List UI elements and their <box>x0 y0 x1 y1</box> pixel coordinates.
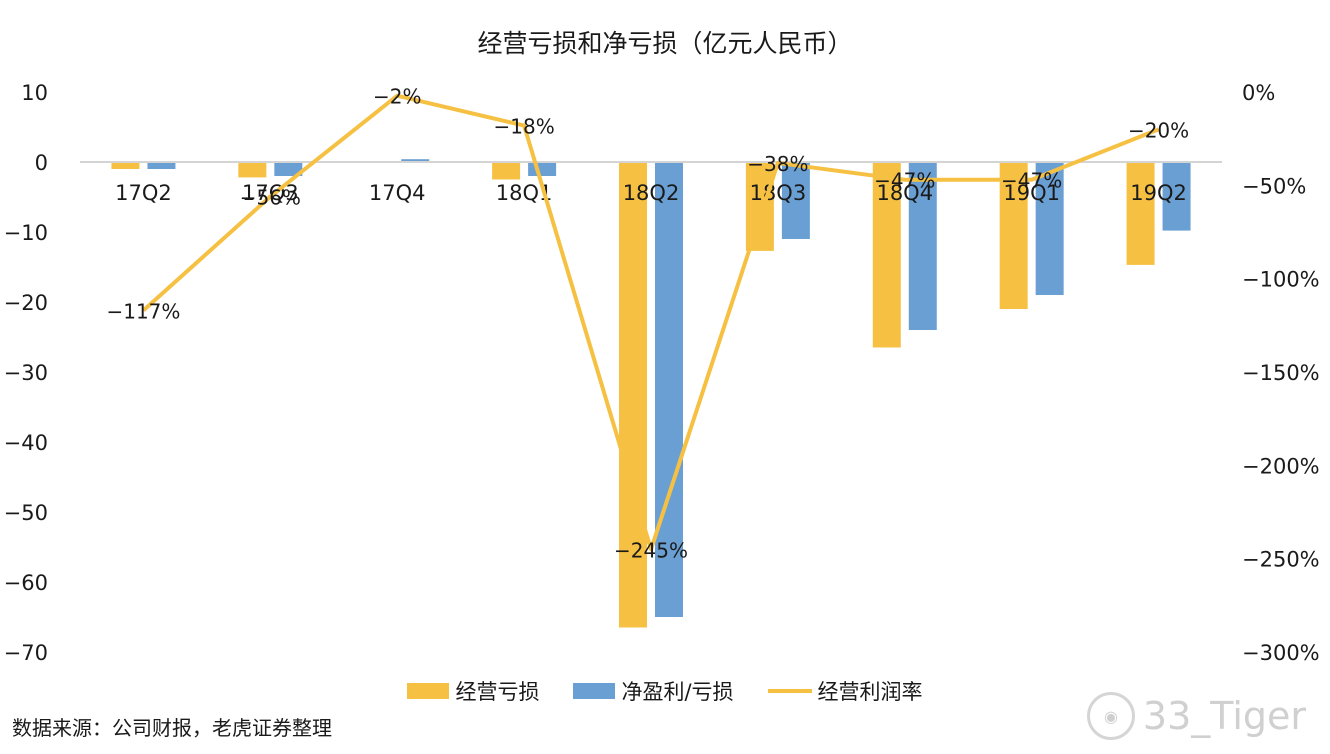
margin-data-labels: −117% −56% −2% −18% −245% −38% −47% −47% −20% <box>106 85 1189 563</box>
left-tick-label: −10 <box>4 221 48 245</box>
left-tick-label: −70 <box>4 641 48 665</box>
watermark-text: 33_Tiger <box>1142 694 1306 738</box>
category-label: 19Q2 <box>1130 181 1187 205</box>
bar-net-profit-loss <box>1035 162 1064 295</box>
bar-net-profit-loss <box>528 162 557 176</box>
bar-operating-loss <box>999 162 1028 309</box>
bar-series <box>111 159 1191 628</box>
right-tick-label: −50% <box>1242 174 1306 198</box>
margin-data-label: −47% <box>1001 169 1062 193</box>
bar-net-profit-loss <box>274 162 303 176</box>
category-label: 17Q3 <box>242 181 299 205</box>
left-tick-label: 10 <box>21 81 48 105</box>
left-tick-label: −30 <box>4 361 48 385</box>
margin-data-label: −38% <box>747 152 808 176</box>
category-label: 18Q2 <box>623 181 680 205</box>
right-tick-label: −250% <box>1242 548 1320 572</box>
legend-label-operating-margin: 经营利润率 <box>817 680 923 704</box>
data-source-note: 数据来源：公司财报，老虎证券整理 <box>12 716 332 740</box>
margin-data-label: −56% <box>240 186 301 210</box>
right-tick-label: −100% <box>1242 268 1320 292</box>
category-label: 17Q2 <box>115 181 172 205</box>
bar-net-profit-loss <box>147 162 176 169</box>
legend-item-net-profit-loss: 净盈利/亏损 <box>573 676 734 706</box>
left-tick-label: −60 <box>4 571 48 595</box>
margin-data-label: −117% <box>106 299 180 323</box>
margin-line-series <box>142 93 1160 552</box>
bar-operating-loss <box>238 162 267 178</box>
legend-label-net-profit-loss: 净盈利/亏损 <box>621 680 734 704</box>
bar-operating-loss <box>1126 162 1155 265</box>
bar-net-profit-loss <box>1162 162 1191 231</box>
margin-data-label: −18% <box>494 115 555 139</box>
bar-net-profit-loss <box>655 162 683 617</box>
tiger-logo-icon: ◉ <box>1086 692 1135 740</box>
category-label: 19Q1 <box>1003 181 1060 205</box>
bar-net-profit-loss <box>908 162 937 330</box>
right-tick-label: −300% <box>1242 641 1320 665</box>
legend-item-operating-margin: 经营利润率 <box>767 676 923 706</box>
left-tick-label: −40 <box>4 431 48 455</box>
legend: 经营亏损 净盈利/亏损 经营利润率 <box>0 676 1330 706</box>
legend-swatch-operating-loss <box>407 683 450 699</box>
right-tick-label: −200% <box>1242 454 1320 478</box>
left-tick-label: −20 <box>4 291 48 315</box>
margin-data-label: −20% <box>1128 118 1189 142</box>
bar-net-profit-loss <box>781 162 810 239</box>
legend-swatch-net-profit-loss <box>573 683 616 699</box>
legend-label-operating-loss: 经营亏损 <box>455 680 540 704</box>
margin-data-label: −245% <box>614 538 688 562</box>
left-tick-label: 0 <box>35 151 48 175</box>
chart-title: 经营亏损和净亏损（亿元人民币） <box>477 29 853 58</box>
bar-operating-loss <box>619 162 647 628</box>
margin-data-label: −47% <box>874 169 935 193</box>
bar-operating-loss <box>111 162 140 169</box>
legend-item-operating-loss: 经营亏损 <box>407 676 539 706</box>
bar-net-profit-loss <box>401 159 430 162</box>
bar-operating-loss <box>492 162 521 180</box>
right-tick-label: −150% <box>1242 361 1320 385</box>
right-tick-label: 0% <box>1242 81 1275 105</box>
left-tick-label: −50 <box>4 501 48 525</box>
category-label: 18Q4 <box>876 181 933 205</box>
category-label: 17Q4 <box>369 181 426 205</box>
legend-swatch-operating-margin <box>767 689 812 693</box>
margin-data-label: −2% <box>373 85 422 109</box>
bar-operating-loss <box>872 162 901 348</box>
category-labels: 17Q2 17Q3 17Q4 18Q1 18Q2 18Q3 18Q4 19Q1 19Q2 <box>115 181 1187 205</box>
bar-operating-loss <box>745 162 774 251</box>
left-axis-ticks: 10 0 −10 −20 −30 −40 −50 −60 −70 <box>4 81 48 665</box>
right-axis-ticks: 0% −50% −100% −150% −200% −250% −300% <box>1242 81 1320 665</box>
watermark: ◉ 33_Tiger <box>1086 692 1306 740</box>
operating-margin-line <box>142 93 1160 552</box>
category-label: 18Q3 <box>750 181 807 205</box>
